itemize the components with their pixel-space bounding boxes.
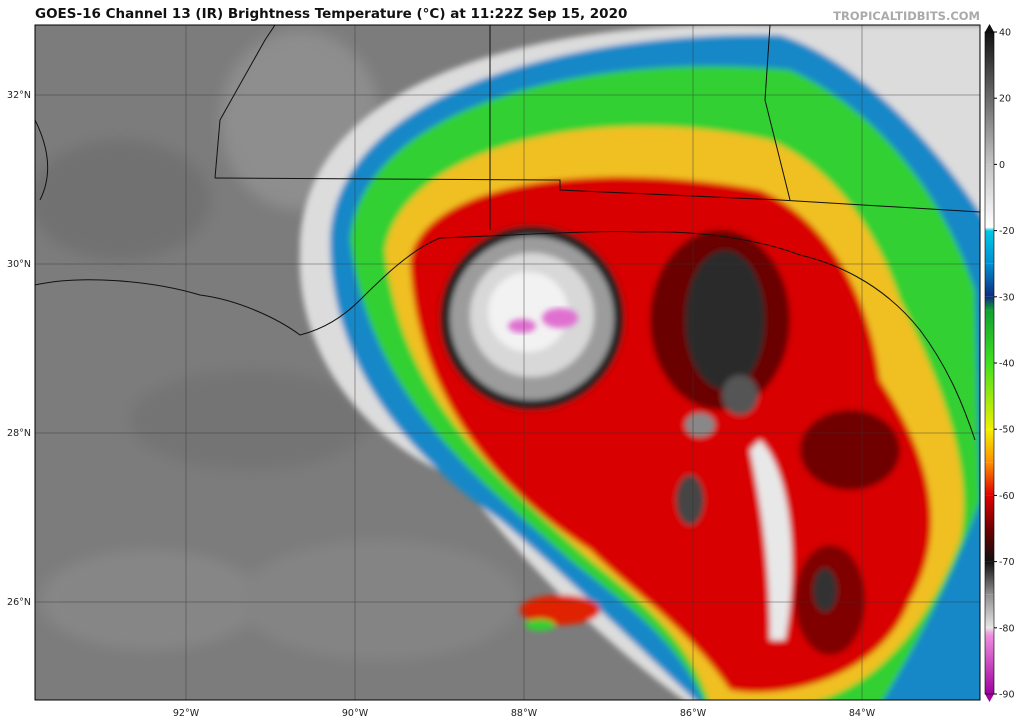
colorbar-tick-label: -30 [999, 292, 1015, 303]
colorbar-tick-label: 40 [999, 28, 1011, 39]
colorbar-segment [985, 462, 994, 496]
colorbar-segment [985, 296, 994, 311]
colorbar-tick-label: 0 [999, 160, 1005, 171]
lon-label: 92°W [173, 708, 200, 719]
colorbar-segment [985, 561, 994, 595]
colorbar-tick-label: -60 [999, 491, 1015, 502]
lon-label: 86°W [680, 708, 707, 719]
colorbar-segment [985, 528, 994, 562]
lon-label: 84°W [849, 708, 876, 719]
colorbar-tick-label: -80 [999, 623, 1015, 634]
colorbar-extend-top [985, 24, 994, 32]
satellite-image [35, 25, 980, 700]
colorbar-extend-bottom [985, 694, 994, 702]
map-frame [34, 24, 981, 701]
colorbar-segment [985, 263, 994, 297]
colorbar-segment [985, 164, 994, 228]
colorbar-tick-label: 20 [999, 94, 1011, 105]
lat-label: 26°N [7, 597, 31, 608]
colorbar-tick-label: -90 [999, 690, 1015, 701]
colorbar-segment [985, 594, 994, 628]
lat-label: 30°N [7, 259, 31, 270]
colorbar-tick-label: -50 [999, 425, 1015, 436]
colorbar-segment [985, 429, 994, 463]
colorbar-segment [985, 310, 994, 363]
lat-label: 32°N [7, 90, 31, 101]
colorbar-segment [985, 634, 994, 694]
source: TROPICALTIDBITS.COM [833, 9, 980, 23]
colorbar-segment [985, 495, 994, 529]
graticule [35, 25, 980, 700]
lat-label: 28°N [7, 428, 31, 439]
colorbar-segment [985, 627, 994, 635]
lon-label: 88°W [511, 708, 538, 719]
colorbar-segment [985, 32, 994, 165]
colorbar: 40 20 0 -20 -30 -40 -50 -60 -70 -80 -90 [984, 24, 1015, 702]
title: GOES-16 Channel 13 (IR) Brightness Tempe… [35, 6, 627, 22]
coastlines [35, 25, 980, 441]
colorbar-tick-label: -70 [999, 557, 1015, 568]
colorbar-segment [985, 230, 994, 264]
colorbar-tick-label: -20 [999, 226, 1015, 237]
colorbar-segment [985, 363, 994, 430]
colorbar-segment [985, 227, 994, 231]
colorbar-tick-label: -40 [999, 359, 1015, 370]
lon-label: 90°W [342, 708, 369, 719]
